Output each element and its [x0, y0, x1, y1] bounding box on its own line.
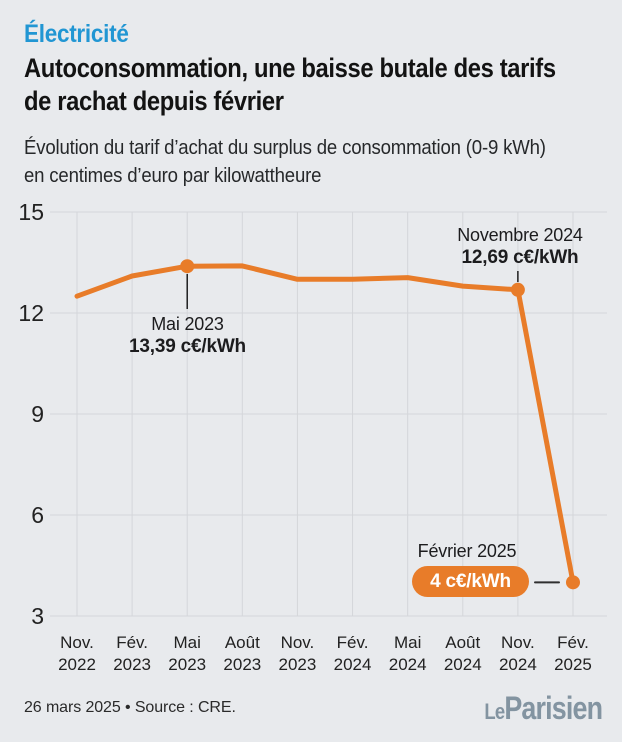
x-tick-month-label: Nov. — [60, 633, 94, 652]
x-tick-month-label: Août — [225, 633, 260, 652]
x-tick-month-label: Fév. — [557, 633, 589, 652]
value-badge: 4 c€/kWh — [412, 566, 529, 597]
x-tick-year-label: 2024 — [389, 655, 427, 674]
y-tick-label: 3 — [31, 603, 44, 629]
x-tick-month-label: Fév. — [337, 633, 369, 652]
logo-le: Le — [484, 699, 505, 724]
x-tick-year-label: 2023 — [279, 655, 317, 674]
annotation-value: 13,39 c€/kWh — [129, 336, 246, 357]
tariff-line-series — [74, 263, 576, 585]
annotation-value: 12,69 c€/kWh — [461, 247, 579, 268]
kicker: Électricité — [24, 20, 129, 48]
x-tick-month-label: Fév. — [116, 633, 148, 652]
x-tick-month-label: Mai — [394, 633, 421, 652]
chart-subtitle: Évolution du tarif d’achat du surplus de… — [24, 134, 619, 190]
x-tick-month-label: Nov. — [281, 633, 315, 652]
annotation-novembre-2024: Novembre 2024 12,69 c€/kWh — [420, 224, 620, 270]
x-tick-year-label: 2025 — [554, 655, 592, 674]
data-point-marker — [180, 259, 195, 274]
annotation-label: Mai 2023 — [151, 314, 224, 334]
annotation-mai-2023: Mai 2023 13,39 c€/kWh — [90, 313, 285, 359]
leparisien-logo: LeParisien — [484, 690, 603, 727]
x-tick-month-label: Nov. — [501, 633, 535, 652]
annotation-label: Novembre 2024 — [457, 225, 583, 245]
x-tick-year-label: 2024 — [444, 655, 482, 674]
data-point-marker — [565, 575, 580, 590]
headline-line-2: de rachat depuis février — [24, 86, 284, 116]
subtitle-line-1: Évolution du tarif d’achat du surplus de… — [24, 137, 546, 159]
x-tick-month-label: Août — [445, 633, 480, 652]
x-tick-year-label: 2023 — [113, 655, 151, 674]
x-tick-month-label: Mai — [174, 633, 201, 652]
x-tick-year-label: 2022 — [58, 655, 96, 674]
y-tick-label: 6 — [31, 502, 44, 528]
headline-line-1: Autoconsommation, une baisse butale des … — [24, 53, 556, 83]
y-tick-label: 12 — [18, 300, 44, 326]
x-tick-year-label: 2023 — [223, 655, 261, 674]
annotation-fevrier-2025: Février 2025 — [384, 540, 550, 562]
annotation-label: Février 2025 — [417, 541, 517, 561]
line-chart: Nov. 2022 Fév. 2023 Mai 2023 Août 2023 Nov. 2023 F… — [18, 199, 607, 674]
data-point-marker — [510, 282, 525, 297]
y-tick-label: 15 — [18, 199, 44, 225]
headline: Autoconsommation, une baisse butale des … — [24, 52, 605, 118]
x-tick-year-label: 2023 — [168, 655, 206, 674]
x-tick-year-label: 2024 — [499, 655, 537, 674]
y-tick-label: 9 — [31, 401, 44, 427]
subtitle-line-2: en centimes d’euro par kilowattheure — [24, 165, 322, 187]
x-tick-year-label: 2024 — [334, 655, 372, 674]
source-note: 26 mars 2025 • Source : CRE. — [24, 699, 236, 716]
logo-parisien: Parisien — [504, 690, 603, 726]
